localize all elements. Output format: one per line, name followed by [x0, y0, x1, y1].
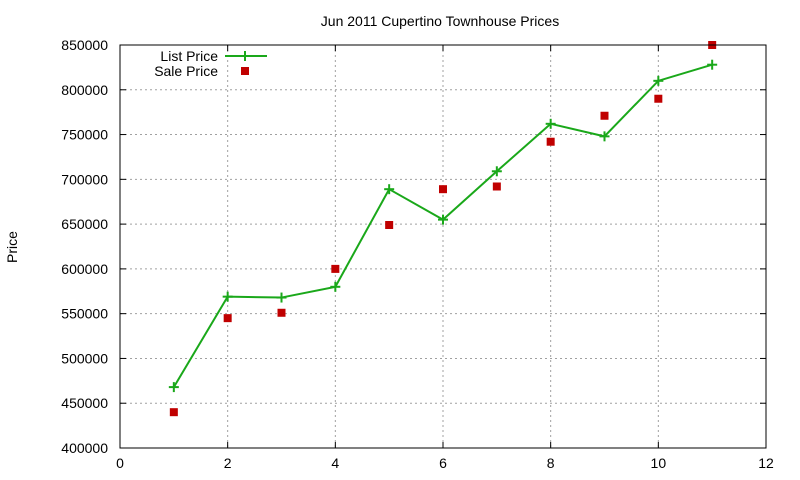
list-price-point: [438, 214, 448, 225]
y-tick-label: 500000: [61, 350, 108, 366]
plot-frame: [119, 44, 767, 449]
list-price-point: [707, 59, 718, 70]
list-price-point: [384, 184, 395, 195]
sale-price-point: [385, 221, 394, 230]
list-price-point: [330, 281, 341, 292]
legend-marker-sale-price: [241, 67, 249, 75]
x-tick-label: 6: [439, 455, 447, 471]
y-tick-label: 850000: [61, 37, 108, 53]
sale-price-point: [277, 308, 286, 317]
sale-price-point: [546, 137, 555, 146]
list-price-point: [599, 131, 610, 142]
list-price-point: [276, 292, 287, 303]
legend-marker-list-price: [240, 51, 250, 61]
sale-price-point: [169, 408, 178, 417]
list-price-point: [653, 75, 664, 86]
x-tick-label: 8: [547, 455, 555, 471]
x-tick-label: 10: [651, 455, 667, 471]
y-tick-label: 700000: [61, 171, 108, 187]
legend: List Price Sale Price: [154, 48, 267, 79]
legend-label-list-price: List Price: [160, 48, 218, 64]
sale-price-point: [654, 94, 663, 103]
grid-lines: [120, 45, 766, 448]
sale-price-point: [600, 111, 609, 120]
chart-title: Jun 2011 Cupertino Townhouse Prices: [321, 13, 559, 29]
y-axis-title: Price: [4, 231, 20, 263]
series-layer: [168, 41, 718, 417]
x-tick-label: 2: [224, 455, 232, 471]
sale-price-point: [331, 264, 340, 273]
list-price-point: [222, 291, 233, 302]
list-price-point: [491, 166, 502, 177]
x-tick-label: 12: [758, 455, 774, 471]
y-tick-label: 800000: [61, 82, 108, 98]
y-tick-label: 550000: [61, 306, 108, 322]
sale-price-point: [492, 182, 501, 191]
x-tick-label: 4: [331, 455, 339, 471]
sale-price-point: [439, 185, 447, 194]
x-tick-labels: 0 2 4 6 8 10 12: [116, 455, 774, 471]
legend-label-sale-price: Sale Price: [154, 63, 218, 79]
y-tick-labels: 400000 450000 500000 550000 600000 650000 7000…: [61, 37, 108, 456]
y-tick-label: 650000: [61, 216, 108, 232]
y-tick-label: 600000: [61, 261, 108, 277]
y-tick-label: 400000: [61, 440, 108, 456]
y-tick-label: 450000: [61, 395, 108, 411]
sale-price-point: [223, 314, 232, 323]
list-price-point: [545, 118, 556, 129]
list-price-point: [168, 382, 179, 393]
y-tick-label: 750000: [61, 127, 108, 143]
x-tick-label: 0: [116, 455, 124, 471]
